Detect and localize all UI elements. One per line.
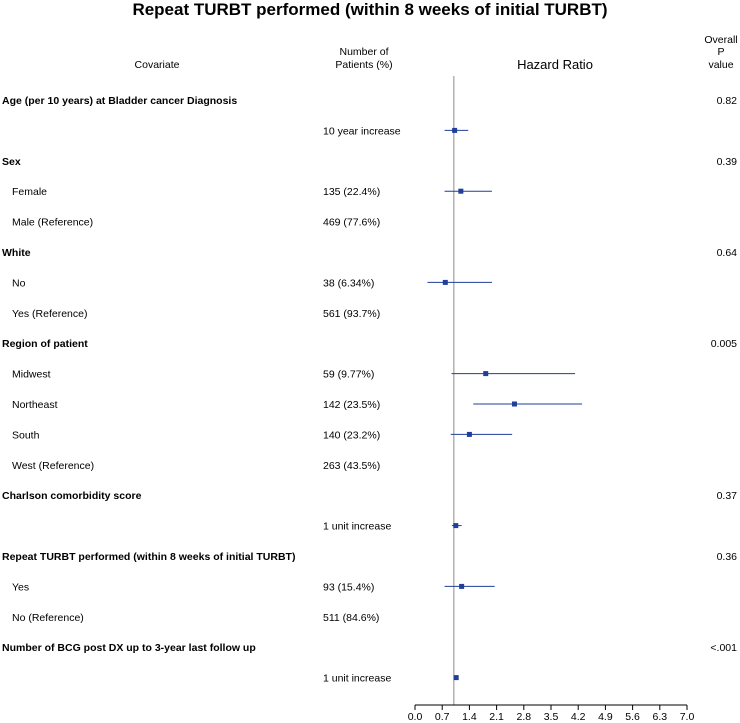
chart-title: Repeat TURBT performed (within 8 weeks o… (132, 0, 607, 19)
covariate-label: Number of BCG post DX up to 3-year last … (2, 642, 256, 654)
p-value: 0.39 (717, 156, 738, 168)
x-tick-label: 1.4 (462, 711, 477, 723)
patients-cell: 59 (9.77%) (323, 369, 374, 381)
level-label: South (12, 429, 40, 441)
hr-marker (483, 371, 489, 377)
x-tick-label: 5.6 (625, 711, 640, 723)
header-pvalue-line1: Overall (704, 34, 737, 46)
level-label: Yes (12, 581, 29, 593)
level-label: No (Reference) (12, 612, 84, 624)
covariate-label: Repeat TURBT performed (within 8 weeks o… (2, 551, 295, 563)
covariate-label: White (2, 247, 31, 259)
covariate-label: Age (per 10 years) at Bladder cancer Dia… (2, 95, 237, 107)
x-tick-label: 2.1 (489, 711, 504, 723)
header-patients-line2: Patients (%) (335, 59, 392, 71)
patients-cell: 1 unit increase (323, 673, 391, 685)
x-tick-label: 4.2 (571, 711, 586, 723)
x-tick-label: 0.0 (408, 711, 423, 723)
hr-marker (466, 431, 472, 437)
level-label: West (Reference) (12, 460, 94, 472)
hr-marker (458, 188, 464, 194)
x-tick-label: 3.5 (544, 711, 559, 723)
covariate-label: Region of patient (2, 338, 88, 350)
hr-marker (459, 583, 465, 589)
covariate-label: Charlson comorbidity score (2, 490, 142, 502)
x-tick-label: 2.8 (516, 711, 531, 723)
x-tick-label: 0.7 (435, 711, 450, 723)
patients-cell: 561 (93.7%) (323, 308, 380, 320)
patients-cell: 1 unit increase (323, 521, 391, 533)
level-label: No (12, 277, 26, 289)
header-pvalue-line2: P (717, 46, 724, 58)
hr-marker (453, 523, 459, 529)
level-label: Male (Reference) (12, 217, 93, 229)
patients-cell: 10 year increase (323, 125, 401, 137)
patients-cell: 93 (15.4%) (323, 581, 374, 593)
p-value: 0.37 (717, 490, 738, 502)
p-value: 0.82 (717, 95, 738, 107)
x-axis: 0.0 0.7 1.4 2.1 2.8 3.5 4.2 4.9 5.6 6.3 7.0 (408, 704, 695, 723)
patients-cell: 263 (43.5%) (323, 460, 380, 472)
patients-cell: 142 (23.5%) (323, 399, 380, 411)
level-label: Female (12, 186, 47, 198)
p-value: 0.005 (711, 338, 737, 350)
level-label: Midwest (12, 369, 51, 381)
table-rows: Age (per 10 years) at Bladder cancer Dia… (2, 95, 737, 685)
header-patients-line1: Number of (339, 46, 388, 58)
header-hazard-ratio: Hazard Ratio (517, 57, 593, 72)
hr-marker (453, 675, 459, 681)
plot-area (427, 76, 583, 705)
p-value: <.001 (710, 642, 737, 654)
x-tick-label: 4.9 (598, 711, 613, 723)
header-pvalue-line3: value (708, 59, 733, 71)
p-value: 0.64 (717, 247, 738, 259)
level-label: Yes (Reference) (12, 308, 87, 320)
x-tick-label: 6.3 (652, 711, 667, 723)
patients-cell: 135 (22.4%) (323, 186, 380, 198)
patients-cell: 38 (6.34%) (323, 277, 374, 289)
patients-cell: 469 (77.6%) (323, 217, 380, 229)
hr-marker (511, 401, 517, 407)
header-covariate: Covariate (135, 59, 180, 71)
patients-cell: 140 (23.2%) (323, 429, 380, 441)
p-value: 0.36 (717, 551, 738, 563)
hr-marker (452, 127, 458, 133)
covariate-label: Sex (2, 156, 21, 168)
patients-cell: 511 (84.6%) (323, 612, 379, 624)
hr-marker (442, 279, 448, 285)
level-label: Northeast (12, 399, 58, 411)
x-tick-label: 7.0 (680, 711, 695, 723)
